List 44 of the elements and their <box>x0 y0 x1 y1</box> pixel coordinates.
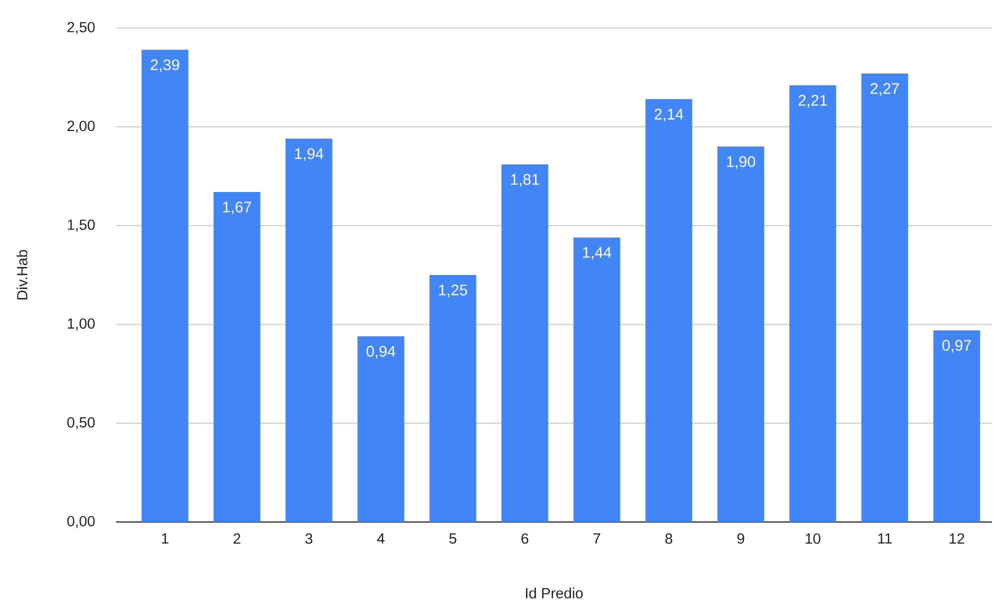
x-axis-title: Id Predio <box>526 588 583 598</box>
data-label: 1,67 <box>223 202 252 214</box>
bar <box>789 85 836 522</box>
y-axis-title: Div.Hab <box>16 250 28 300</box>
bar <box>933 330 980 522</box>
data-label: 1,90 <box>727 156 756 169</box>
x-tick-label: 7 <box>594 533 600 544</box>
data-label: 1,81 <box>511 174 540 187</box>
x-tick-label: 1 <box>162 533 168 544</box>
y-tick-label: 1,50 <box>68 220 95 232</box>
x-tick-label: 12 <box>950 533 964 544</box>
data-label: 0,94 <box>366 346 396 359</box>
x-tick-label: 6 <box>522 533 528 544</box>
x-tick-label: 2 <box>234 533 240 544</box>
data-label: 1,25 <box>439 284 468 298</box>
x-tick-label: 9 <box>737 533 744 544</box>
y-tick-label: 0,50 <box>67 417 95 430</box>
y-tick-label: 1,00 <box>68 318 95 330</box>
bar <box>429 275 476 522</box>
data-label: 2,27 <box>870 83 899 96</box>
y-tick-label: 2,50 <box>67 22 95 34</box>
bar <box>214 192 260 522</box>
bar <box>501 164 548 522</box>
x-tick-label: 11 <box>878 533 892 544</box>
data-label: 0,97 <box>942 340 971 353</box>
x-tick-label: 8 <box>665 533 672 544</box>
x-tick-label: 5 <box>449 533 456 544</box>
y-tick-label: 0,00 <box>67 516 95 528</box>
x-tick-label: 10 <box>806 533 820 544</box>
data-label: 2,14 <box>654 108 684 122</box>
bar <box>286 138 332 522</box>
bar <box>717 146 764 522</box>
bar <box>861 73 908 522</box>
bar <box>573 237 620 522</box>
bar <box>645 99 692 522</box>
x-tick-label: 4 <box>377 533 385 544</box>
x-tick-label: 3 <box>305 533 312 544</box>
bar <box>358 336 404 522</box>
bar <box>142 50 188 522</box>
data-label: 2,21 <box>798 94 827 108</box>
data-label: 1,94 <box>295 148 324 161</box>
data-label: 2,39 <box>150 59 180 72</box>
y-tick-label: 2,00 <box>67 120 95 133</box>
data-label: 1,44 <box>583 247 612 260</box>
